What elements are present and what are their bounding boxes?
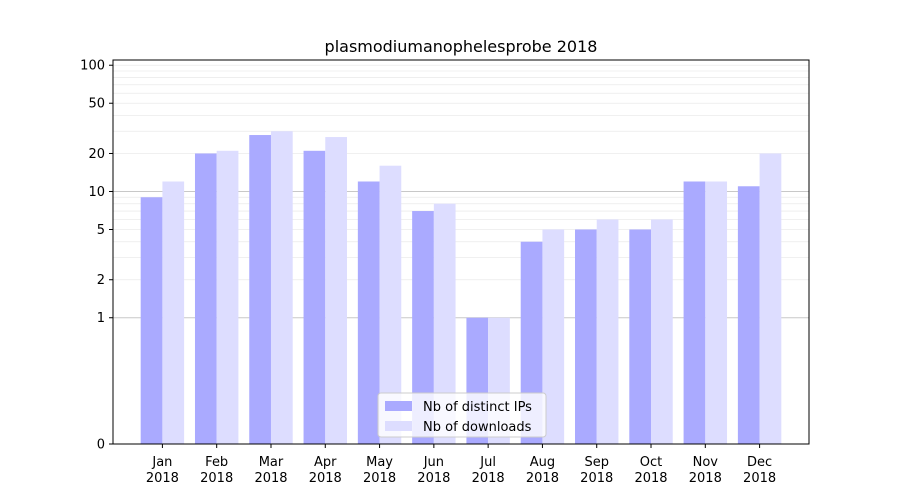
- bar-downloads-apr: [325, 137, 347, 444]
- bar-downloads-jan: [162, 181, 185, 444]
- y-tick-label: 10: [88, 185, 105, 200]
- plot-frame: [112, 59, 810, 445]
- axes: [112, 59, 810, 445]
- x-tick-label-month: Dec: [747, 455, 772, 470]
- y-tick-label: 100: [80, 59, 105, 74]
- legend: Nb of distinct IPs Nb of downloads: [377, 392, 547, 438]
- x-tick-label-year: 2018: [472, 471, 505, 486]
- legend-box: [377, 392, 547, 438]
- bar-downloads-sep: [596, 219, 619, 444]
- bars: [140, 131, 782, 445]
- y-tick-label: 0: [97, 438, 105, 453]
- x-tick-label-month: May: [366, 455, 393, 470]
- bar-downloads-feb: [216, 150, 239, 444]
- y-tick-label: 1: [97, 311, 105, 326]
- bar-distinct-ips-mar: [249, 135, 271, 444]
- y-tick-label: 5: [97, 223, 105, 238]
- x-tick-label-year: 2018: [634, 471, 667, 486]
- y-tick-label: 20: [88, 147, 105, 162]
- x-tick-label-month: Jul: [479, 455, 496, 470]
- bar-downloads-may: [379, 165, 402, 444]
- bar-distinct-ips-jan: [140, 197, 163, 444]
- x-tick-label-year: 2018: [580, 471, 613, 486]
- x-tick-label-month: Apr: [314, 455, 337, 470]
- x-tick-label-month: Jun: [423, 455, 444, 470]
- x-tick-label-year: 2018: [200, 471, 233, 486]
- bar-distinct-ips-nov: [683, 181, 706, 444]
- x-tick-label-month: Oct: [640, 455, 662, 470]
- bar-downloads-aug: [542, 229, 565, 444]
- chart-title: plasmodiumanophelesprobe 2018: [325, 37, 598, 56]
- x-axis-ticks: Jan2018Feb2018Mar2018Apr2018May2018Jun20…: [146, 444, 776, 486]
- bar-distinct-ips-oct: [629, 229, 652, 444]
- x-tick-label-month: Aug: [530, 455, 555, 470]
- bar-downloads-mar: [270, 131, 293, 444]
- legend-swatch: [385, 421, 412, 431]
- x-tick-label-year: 2018: [363, 471, 396, 486]
- x-tick-label-year: 2018: [146, 471, 179, 486]
- bar-distinct-ips-may: [357, 181, 380, 444]
- bar-downloads-nov: [705, 181, 728, 444]
- legend-swatch: [385, 401, 412, 411]
- bar-distinct-ips-apr: [303, 150, 326, 444]
- x-tick-label-month: Nov: [693, 455, 719, 470]
- bar-distinct-ips-feb: [194, 153, 217, 444]
- x-tick-label-year: 2018: [254, 471, 287, 486]
- x-tick-label-month: Feb: [205, 455, 228, 470]
- x-tick-label-year: 2018: [417, 471, 450, 486]
- y-tick-label: 2: [97, 273, 105, 288]
- bar-downloads-jun: [433, 203, 456, 444]
- x-tick-label-year: 2018: [526, 471, 559, 486]
- bar-distinct-ips-dec: [737, 186, 760, 445]
- legend-label: Nb of distinct IPs: [423, 400, 532, 415]
- legend-label: Nb of downloads: [423, 420, 532, 435]
- bar-distinct-ips-sep: [575, 229, 597, 444]
- y-axis-ticks: 0 1 2 5 10 20 50 100: [80, 59, 113, 453]
- x-tick-label-month: Sep: [584, 455, 609, 470]
- x-tick-label-year: 2018: [743, 471, 776, 486]
- bar-downloads-dec: [759, 153, 782, 444]
- bar-distinct-ips-jun: [412, 211, 434, 444]
- x-tick-label-year: 2018: [689, 471, 722, 486]
- y-tick-label: 50: [88, 97, 105, 112]
- x-tick-label-year: 2018: [309, 471, 342, 486]
- bar-downloads-oct: [651, 219, 673, 444]
- x-tick-label-month: Mar: [259, 455, 284, 470]
- x-tick-label-month: Jan: [151, 455, 172, 470]
